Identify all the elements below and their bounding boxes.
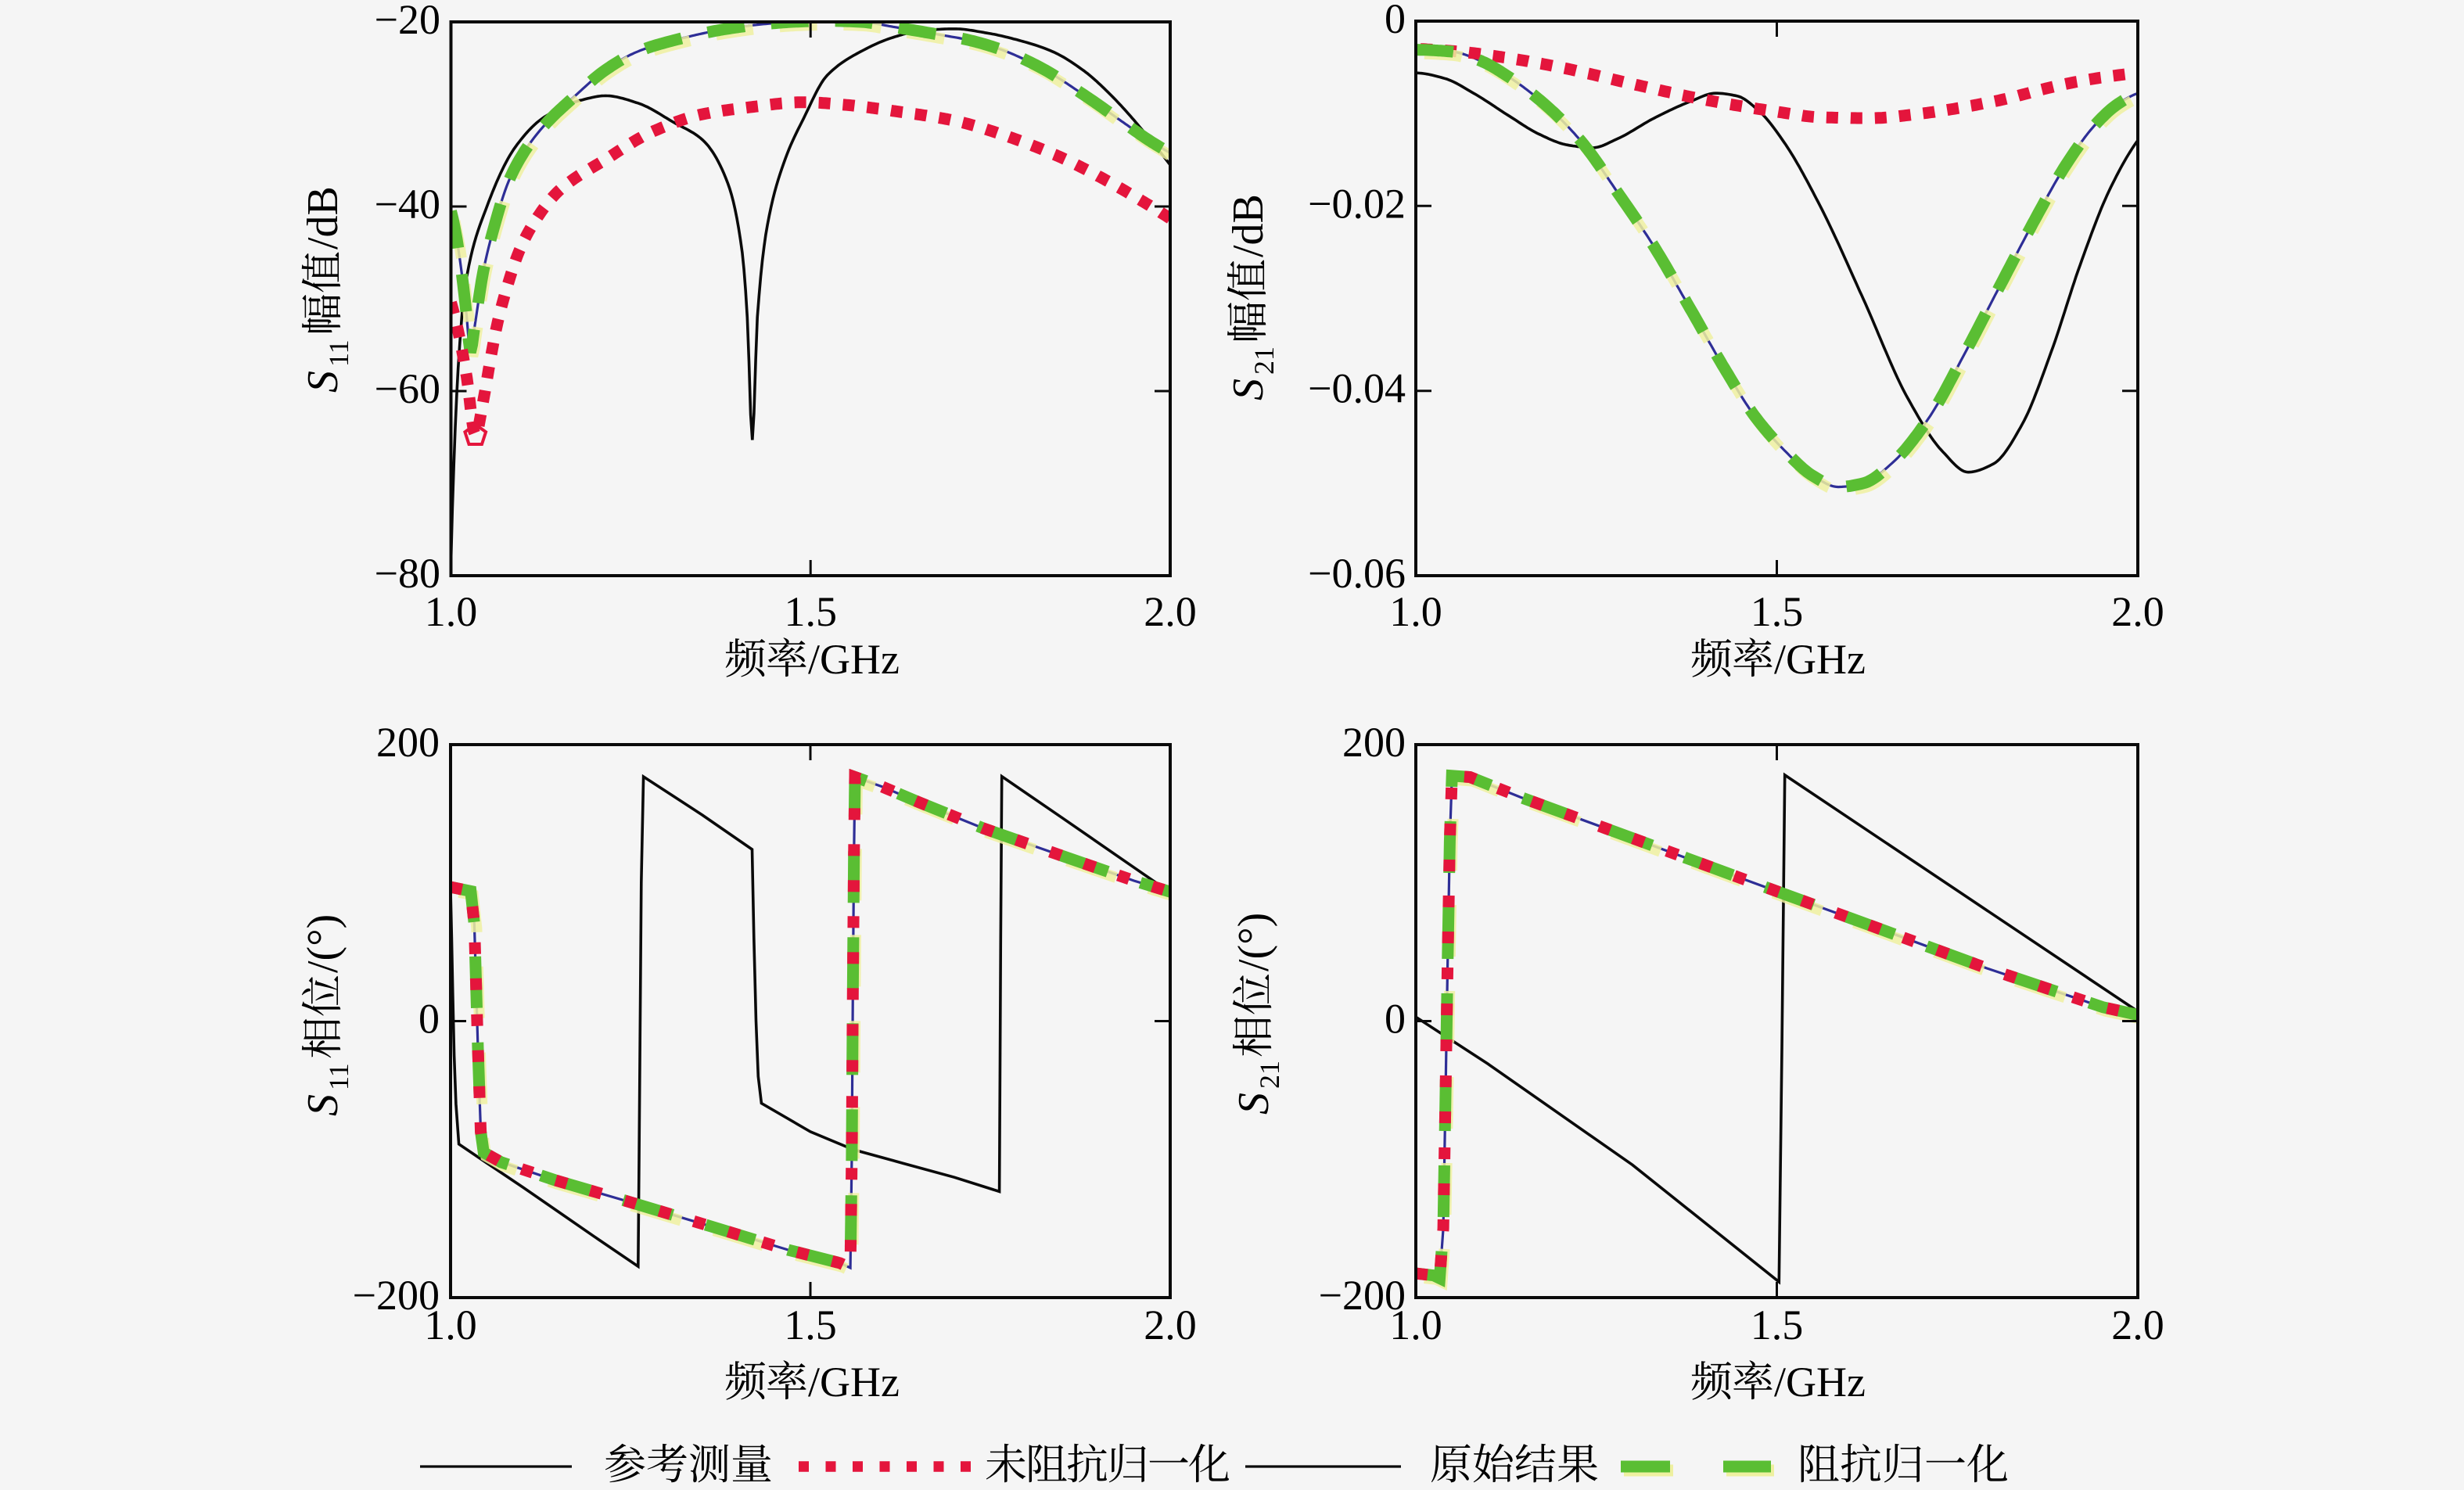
svg-text:1.0: 1.0 <box>425 588 478 635</box>
svg-text:−200: −200 <box>353 1272 440 1319</box>
svg-text:1.5: 1.5 <box>1751 1302 1804 1348</box>
svg-text:2.0: 2.0 <box>1144 1302 1197 1348</box>
svg-text:/dB: /dB <box>1224 194 1273 257</box>
svg-text:−80: −80 <box>375 550 440 597</box>
svg-text:/(°): /(°) <box>1230 913 1278 971</box>
svg-text:1.5: 1.5 <box>784 1302 837 1348</box>
svg-text:11: 11 <box>323 339 354 367</box>
svg-text:/(°): /(°) <box>299 914 347 973</box>
svg-text:/GHz: /GHz <box>808 636 900 683</box>
svg-text:2.0: 2.0 <box>1144 588 1197 635</box>
svg-text:200: 200 <box>1342 719 1406 766</box>
svg-text:−0.02: −0.02 <box>1308 180 1406 227</box>
svg-text:11: 11 <box>323 1063 354 1090</box>
svg-text:0: 0 <box>1385 996 1406 1043</box>
svg-text:S: S <box>1230 1093 1278 1115</box>
svg-text:21: 21 <box>1248 346 1280 375</box>
svg-text:S: S <box>1224 379 1273 400</box>
svg-text:2.0: 2.0 <box>2111 1302 2164 1348</box>
svg-text:−0.06: −0.06 <box>1308 550 1406 597</box>
svg-text:−40: −40 <box>375 181 440 228</box>
svg-text:S: S <box>299 1094 347 1116</box>
svg-text:1.0: 1.0 <box>1389 588 1442 635</box>
svg-text:2.0: 2.0 <box>2111 588 2164 635</box>
svg-text:0: 0 <box>1385 0 1406 42</box>
svg-text:1.5: 1.5 <box>785 588 838 635</box>
svg-text:S: S <box>299 371 347 393</box>
svg-text:−60: −60 <box>375 365 440 412</box>
svg-text:1.0: 1.0 <box>1389 1302 1442 1348</box>
svg-text:1.0: 1.0 <box>424 1302 477 1348</box>
svg-text:/GHz: /GHz <box>1774 1359 1866 1406</box>
svg-text:/dB: /dB <box>299 186 347 250</box>
svg-text:0: 0 <box>418 996 440 1043</box>
svg-text:−20: −20 <box>375 0 440 43</box>
svg-text:21: 21 <box>1254 1061 1285 1089</box>
svg-text:−200: −200 <box>1319 1272 1406 1319</box>
svg-text:1.5: 1.5 <box>1751 588 1804 635</box>
svg-text:200: 200 <box>376 719 440 766</box>
svg-text:/GHz: /GHz <box>808 1359 900 1406</box>
svg-text:−0.04: −0.04 <box>1308 365 1406 412</box>
svg-text:/GHz: /GHz <box>1774 636 1866 683</box>
